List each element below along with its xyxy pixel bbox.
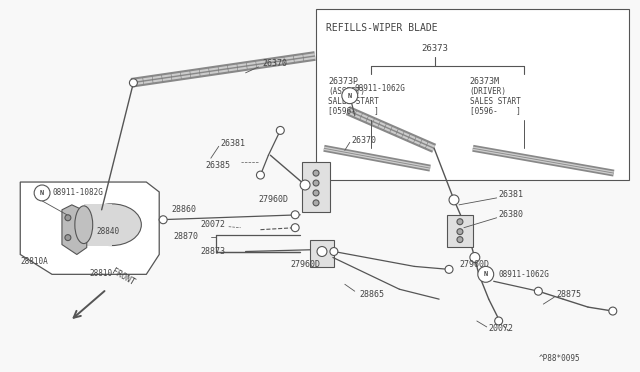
- Circle shape: [313, 170, 319, 176]
- Text: FRONT: FRONT: [109, 267, 136, 287]
- Text: (ASSIST): (ASSIST): [328, 87, 365, 96]
- Circle shape: [291, 224, 299, 232]
- Circle shape: [313, 200, 319, 206]
- Text: 26373M: 26373M: [470, 77, 500, 86]
- Bar: [316, 9, 628, 180]
- Circle shape: [445, 265, 453, 273]
- Circle shape: [65, 235, 71, 241]
- Text: 26381: 26381: [499, 190, 524, 199]
- Text: SALES START: SALES START: [328, 97, 379, 106]
- Text: 26385: 26385: [206, 161, 231, 170]
- Text: 08911-1062G: 08911-1062G: [499, 270, 550, 279]
- Text: 27960D: 27960D: [290, 260, 320, 269]
- Text: 26370: 26370: [352, 136, 377, 145]
- Circle shape: [313, 190, 319, 196]
- Text: 28810: 28810: [90, 269, 113, 278]
- Circle shape: [457, 229, 463, 235]
- Bar: [447, 215, 473, 247]
- Circle shape: [34, 185, 50, 201]
- Circle shape: [159, 216, 167, 224]
- Circle shape: [317, 247, 327, 256]
- Text: 28860: 28860: [171, 205, 196, 214]
- Circle shape: [457, 237, 463, 243]
- Text: 26373P: 26373P: [328, 77, 358, 86]
- Circle shape: [478, 266, 493, 282]
- Circle shape: [65, 215, 71, 221]
- Bar: [302, 162, 330, 212]
- Circle shape: [457, 219, 463, 225]
- Text: 28810A: 28810A: [20, 257, 48, 266]
- Text: (DRIVER): (DRIVER): [470, 87, 507, 96]
- Text: 26370: 26370: [262, 60, 287, 68]
- Text: 28875: 28875: [556, 290, 581, 299]
- Circle shape: [534, 287, 542, 295]
- Text: 08911-1082G: 08911-1082G: [52, 189, 103, 198]
- Text: N: N: [348, 93, 352, 99]
- Text: 27960D: 27960D: [259, 195, 289, 204]
- Text: [0596-    ]: [0596- ]: [328, 107, 379, 116]
- Text: 26373: 26373: [422, 44, 449, 53]
- Text: 28870: 28870: [173, 232, 198, 241]
- Circle shape: [300, 180, 310, 190]
- Circle shape: [330, 247, 338, 256]
- Text: 28873: 28873: [201, 247, 226, 256]
- Bar: [310, 240, 334, 267]
- Circle shape: [609, 307, 617, 315]
- Text: 26381: 26381: [221, 139, 246, 148]
- Circle shape: [276, 126, 284, 134]
- Text: 28840: 28840: [97, 227, 120, 236]
- Text: 08911-1062G: 08911-1062G: [355, 84, 406, 93]
- Text: [0596-    ]: [0596- ]: [470, 107, 521, 116]
- Text: 26380: 26380: [499, 210, 524, 219]
- Text: SALES START: SALES START: [470, 97, 521, 106]
- Circle shape: [495, 317, 502, 325]
- Circle shape: [342, 88, 358, 104]
- Circle shape: [129, 79, 138, 87]
- Text: N: N: [484, 271, 488, 278]
- Text: 28865: 28865: [360, 290, 385, 299]
- Polygon shape: [20, 182, 159, 274]
- Ellipse shape: [82, 204, 141, 246]
- Text: N: N: [40, 190, 44, 196]
- Circle shape: [313, 180, 319, 186]
- Text: ^P88*0095: ^P88*0095: [538, 354, 580, 363]
- Text: REFILLS-WIPER BLADE: REFILLS-WIPER BLADE: [326, 23, 438, 33]
- Circle shape: [470, 253, 480, 262]
- Polygon shape: [62, 205, 87, 254]
- Bar: [84, 204, 111, 246]
- Circle shape: [257, 171, 264, 179]
- Text: 27960D: 27960D: [459, 260, 489, 269]
- Text: 20072: 20072: [201, 220, 226, 229]
- Circle shape: [291, 211, 299, 219]
- Text: 20072: 20072: [489, 324, 514, 333]
- Ellipse shape: [75, 206, 93, 244]
- Circle shape: [449, 195, 459, 205]
